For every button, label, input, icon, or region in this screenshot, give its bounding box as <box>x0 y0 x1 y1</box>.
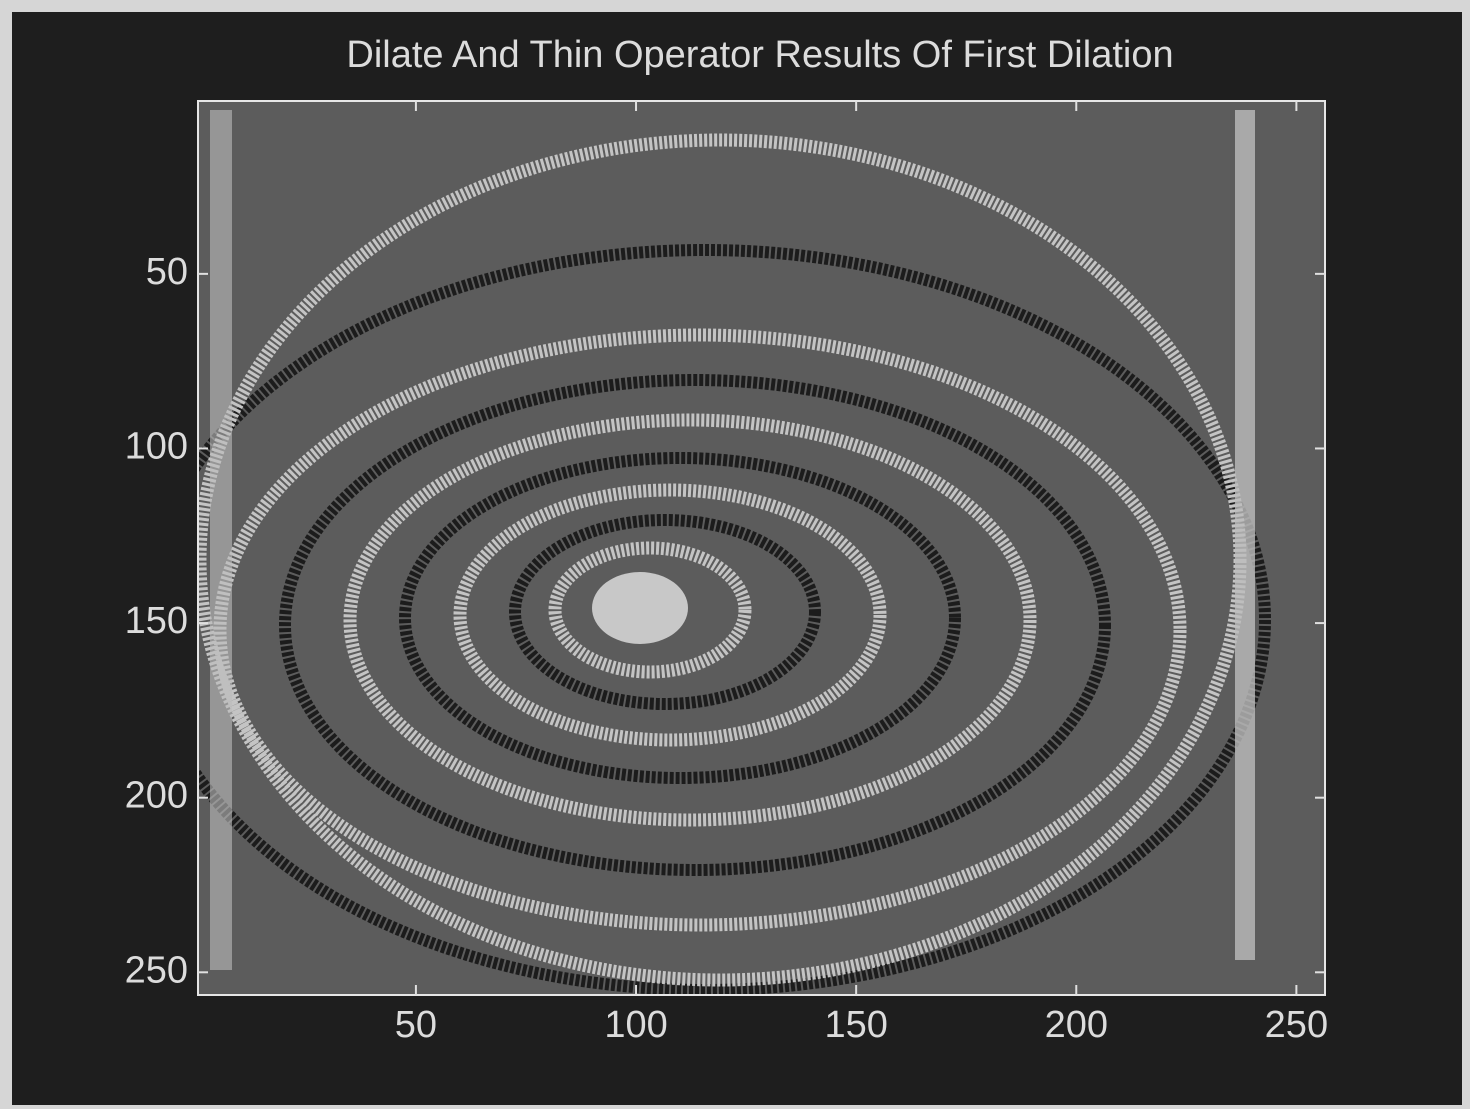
core <box>592 572 688 644</box>
chart-title: Dilate And Thin Operator Results Of Firs… <box>346 34 1173 76</box>
y-tick-label: 200 <box>125 775 188 817</box>
x-tick-label: 100 <box>604 1004 667 1046</box>
chart: Dilate And Thin Operator Results Of Firs… <box>0 0 1470 1109</box>
y-tick-label: 50 <box>146 251 188 293</box>
edge-noise <box>1235 110 1255 960</box>
x-tick-label: 50 <box>395 1004 437 1046</box>
y-tick-label: 150 <box>125 600 188 642</box>
x-tick-label: 200 <box>1045 1004 1108 1046</box>
page: Dilate And Thin Operator Results Of Firs… <box>0 0 1470 1109</box>
x-tick-label: 150 <box>824 1004 887 1046</box>
y-tick-label: 250 <box>125 949 188 991</box>
y-tick-label: 100 <box>125 426 188 468</box>
edge-noise <box>210 110 232 970</box>
x-tick-label: 250 <box>1265 1004 1328 1046</box>
